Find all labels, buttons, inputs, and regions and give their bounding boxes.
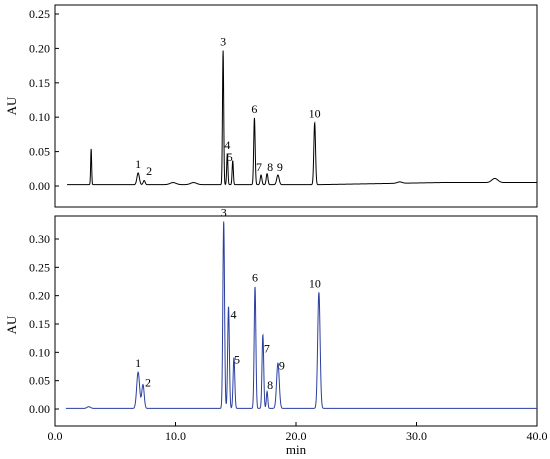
top-y-tick-label: 0.05 (29, 145, 50, 159)
top-peak-label: 1 (135, 157, 141, 171)
bottom-y-tick-label: 0.20 (29, 289, 50, 303)
bottom-panel: 0.30 0.25 0.20 0.15 0.10 0.05 0.00 0.0 10.0 20.0 3… (4, 205, 548, 457)
top-peak-label: 2 (146, 164, 152, 178)
bottom-peak-label: 5 (234, 353, 240, 367)
bottom-peak-label: 3 (221, 205, 227, 219)
x-tick-label: 10.0 (165, 429, 186, 443)
bottom-y-axis-title: AU (4, 315, 19, 334)
top-y-tick-label: 0.10 (29, 110, 50, 124)
bottom-peak-label: 7 (264, 341, 270, 355)
top-peak-label: 9 (277, 160, 283, 174)
top-peak-label: 4 (224, 138, 230, 152)
top-y-tick-label: 0.00 (29, 179, 50, 193)
bottom-peak-label: 10 (309, 276, 321, 290)
x-tick-label: 30.0 (406, 429, 427, 443)
bottom-ticks: 0.30 0.25 0.20 0.15 0.10 0.05 0.00 0.0 10.0 20.0 3… (29, 232, 548, 443)
top-panel: 0.25 0.20 0.15 0.10 0.05 0.00 AU 12 3 45 6 7 8 9 10 (4, 4, 538, 208)
bottom-y-tick-label: 0.15 (29, 317, 50, 331)
top-peak-label: 10 (309, 107, 321, 121)
bottom-plot-frame (54, 215, 538, 427)
top-chromatogram-line (67, 50, 537, 186)
bottom-peak-label: 2 (145, 375, 151, 389)
bottom-peak-label: 6 (252, 271, 258, 285)
bottom-peak-label: 1 (135, 356, 141, 370)
bottom-y-tick-label: 0.30 (29, 232, 50, 246)
top-peak-label: 8 (267, 160, 273, 174)
top-y-axis-title: AU (4, 96, 19, 115)
top-plot-frame (54, 4, 538, 208)
bottom-peak-label: 8 (267, 378, 273, 392)
bottom-y-tick-label: 0.25 (29, 260, 50, 274)
bottom-y-tick-label: 0.10 (29, 345, 50, 359)
x-tick-label: 0.0 (48, 429, 63, 443)
x-axis-title: min (286, 442, 307, 457)
top-peak-label: 5 (227, 150, 233, 164)
top-peak-label: 7 (256, 160, 262, 174)
bottom-y-tick-label: 0.05 (29, 374, 50, 388)
top-peak-label: 6 (251, 102, 257, 116)
top-y-tick-label: 0.20 (29, 41, 50, 55)
bottom-peak-labels: 12 3 4 5 6 7 89 10 (135, 205, 321, 392)
top-peak-labels: 12 3 45 6 7 8 9 10 (135, 34, 321, 178)
x-tick-label: 40.0 (527, 429, 548, 443)
bottom-chromatogram-line (65, 221, 537, 409)
top-ticks: 0.25 0.20 0.15 0.10 0.05 0.00 (29, 7, 59, 193)
top-peak-label: 3 (220, 34, 226, 48)
bottom-y-tick-label: 0.00 (29, 402, 50, 416)
bottom-peak-label: 9 (279, 358, 285, 372)
bottom-peak-label: 4 (231, 307, 237, 321)
top-y-tick-label: 0.25 (29, 7, 50, 21)
x-tick-label: 20.0 (286, 429, 307, 443)
top-y-tick-label: 0.15 (29, 76, 50, 90)
